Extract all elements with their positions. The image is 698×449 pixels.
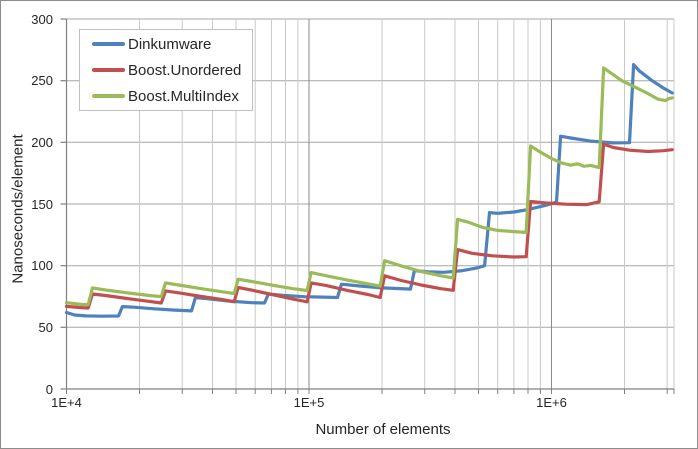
y-axis-tick-label: 200 [31,134,53,150]
chart-legend: Dinkumware Boost.Unordered Boost.MultiIn… [79,29,253,111]
series-line-dinkumware [64,62,674,318]
series-line-boost-multiindex [64,66,674,307]
x-axis-tick-label: 1E+6 [536,395,567,410]
legend-label-boost-multiindex: Boost.MultiIndex [128,87,239,105]
boost-multiindex-line-swatch-icon [92,94,125,98]
y-axis-tick-label: 300 [31,11,53,27]
y-axis-tick-label: 50 [38,319,53,335]
legend-label-dinkumware: Dinkumware [128,35,212,53]
x-axis-tick-label: 1E+5 [293,395,325,410]
legend-item-dinkumware: Dinkumware [80,31,252,57]
y-axis-tick-label: 150 [31,196,53,212]
x-axis-title: Number of elements [315,421,451,438]
legend-item-boost-unordered: Boost.Unordered [80,57,252,83]
y-axis-tick-label: 100 [31,258,53,274]
boost-unordered-line-swatch-icon [92,68,125,72]
y-axis-tick-label: 250 [31,73,53,89]
y-axis-tick-label: 0 [45,381,53,397]
legend-label-boost-unordered: Boost.Unordered [128,61,242,79]
dinkumware-line-swatch-icon [92,42,125,46]
series-line-boost-unordered [64,142,674,310]
x-axis-tick-label: 1E+4 [51,395,82,410]
y-axis-title: Nanoseconds/element [9,134,27,284]
legend-item-boost-multiindex: Boost.MultiIndex [80,83,252,109]
